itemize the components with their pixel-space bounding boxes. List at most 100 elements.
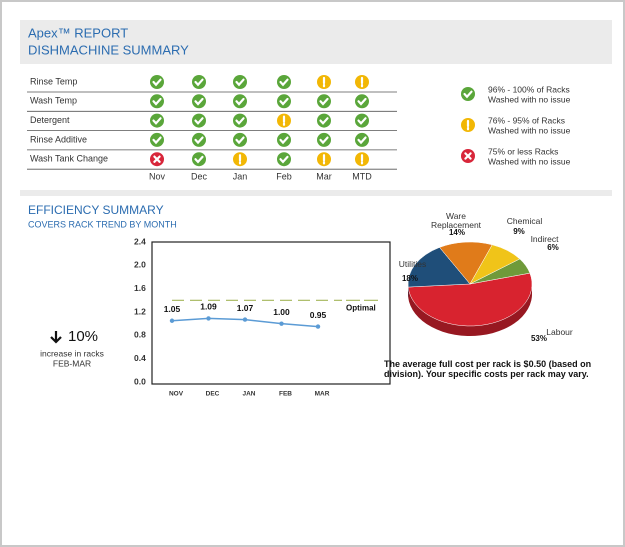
status-icon xyxy=(150,75,164,89)
icon-glyph xyxy=(235,136,245,145)
value-label: 1.05 xyxy=(164,304,181,314)
change-note: increase in racks xyxy=(40,348,104,358)
slice-label: Chemical xyxy=(506,216,543,226)
status-icon xyxy=(355,75,369,89)
status-icon xyxy=(277,94,291,109)
trend-point xyxy=(169,318,175,323)
legend-text: Washed with no issue xyxy=(488,125,571,135)
status-icon xyxy=(150,132,164,147)
column-label: Nov xyxy=(149,171,166,181)
status-icon xyxy=(461,118,475,132)
icon-glyph xyxy=(194,117,204,125)
status-icon xyxy=(192,132,206,147)
status-icon xyxy=(355,132,369,147)
column-label: MTD xyxy=(352,171,372,181)
icon-glyph xyxy=(194,78,204,87)
slice-label: Ware Replacement xyxy=(430,211,482,230)
icon-glyph xyxy=(194,136,204,145)
icon-glyph xyxy=(153,155,161,163)
trend-point xyxy=(206,316,211,321)
status-icon xyxy=(277,132,291,147)
efficiency-subtitle: COVERS RACK TREND BY MONTH xyxy=(28,219,177,229)
chart-frame xyxy=(151,241,391,385)
subtitle: DISHMACHINE SUMMARY xyxy=(28,42,189,57)
icon-glyph xyxy=(357,97,367,106)
status-icon xyxy=(192,152,206,167)
change-value: 10% xyxy=(68,328,98,345)
icon-glyph xyxy=(152,117,162,125)
title: Apex™ REPORT xyxy=(28,25,128,40)
column-label: Mar xyxy=(316,171,332,181)
row-label: Rinse Temp xyxy=(30,76,77,86)
status-icon xyxy=(277,113,291,128)
down-arrow xyxy=(50,331,62,344)
icon-glyph xyxy=(279,97,289,106)
slice xyxy=(407,247,471,288)
trend-point xyxy=(279,321,284,326)
status-icon xyxy=(355,113,369,128)
status-icon xyxy=(233,152,247,167)
slice-label: Indirect xyxy=(530,234,559,244)
status-icon xyxy=(150,94,164,109)
icon-glyph xyxy=(235,117,245,125)
x-tick-label: NOV xyxy=(169,391,184,398)
value-label: 1.07 xyxy=(237,303,254,313)
slice-value-label: 6% xyxy=(547,243,559,252)
status-icon xyxy=(233,113,247,128)
status-icon xyxy=(233,94,247,109)
x-tick-label: MAR xyxy=(315,391,330,398)
legend-text: 96% - 100% of Racks xyxy=(488,84,570,94)
icon-glyph xyxy=(279,136,289,145)
status-icon xyxy=(233,75,247,89)
trend-point xyxy=(315,324,321,329)
header-band xyxy=(20,20,612,64)
change-period: FEB-MAR xyxy=(53,358,91,368)
status-icon xyxy=(150,152,164,167)
slice-label: Utilities xyxy=(398,259,427,269)
icon-glyph xyxy=(319,97,329,106)
y-tick-label: 0.4 xyxy=(134,353,146,363)
icon-glyph xyxy=(152,136,162,145)
optimal-label: Optimal xyxy=(346,303,376,312)
slice xyxy=(439,241,493,285)
y-tick-label: 1.6 xyxy=(134,283,146,293)
icon-glyph xyxy=(194,97,204,106)
y-tick-label: 0.0 xyxy=(134,376,146,386)
trend-point xyxy=(242,317,248,322)
icon-glyph xyxy=(463,90,473,99)
value-label: 1.09 xyxy=(200,302,217,312)
column-label: Jan xyxy=(233,171,248,181)
status-icon xyxy=(355,94,369,109)
legend-text: 75% or less Racks xyxy=(488,146,558,156)
y-tick-label: 1.2 xyxy=(134,306,146,316)
slice xyxy=(407,272,533,327)
column-label: Feb xyxy=(276,171,292,181)
status-icon xyxy=(317,132,331,147)
slice xyxy=(469,258,531,285)
icon-glyph xyxy=(152,78,162,87)
status-icon xyxy=(461,149,475,163)
column-label: Dec xyxy=(191,171,208,181)
status-icon xyxy=(355,152,369,167)
icon-glyph xyxy=(319,136,329,145)
icon-glyph xyxy=(319,117,329,125)
slice-value-label: 9% xyxy=(513,227,525,236)
status-icon xyxy=(277,152,291,167)
status-icon xyxy=(192,94,206,109)
value-label: 1.00 xyxy=(273,307,290,317)
row-label: Detergent xyxy=(30,115,70,125)
slice-value-label: 14% xyxy=(449,228,465,237)
icon-glyph xyxy=(279,78,289,87)
legend-text: Washed with no issue xyxy=(488,156,571,166)
icon-glyph xyxy=(235,78,245,87)
icon-glyph xyxy=(464,152,472,160)
status-icon xyxy=(317,113,331,128)
value-label: 0.95 xyxy=(310,310,327,320)
y-tick-label: 2.0 xyxy=(134,260,146,270)
x-tick-label: DEC xyxy=(206,391,220,398)
row-label: Rinse Additive xyxy=(30,134,87,144)
separator xyxy=(20,190,612,196)
icon-glyph xyxy=(235,97,245,106)
efficiency-title: EFFICIENCY SUMMARY xyxy=(28,203,164,217)
